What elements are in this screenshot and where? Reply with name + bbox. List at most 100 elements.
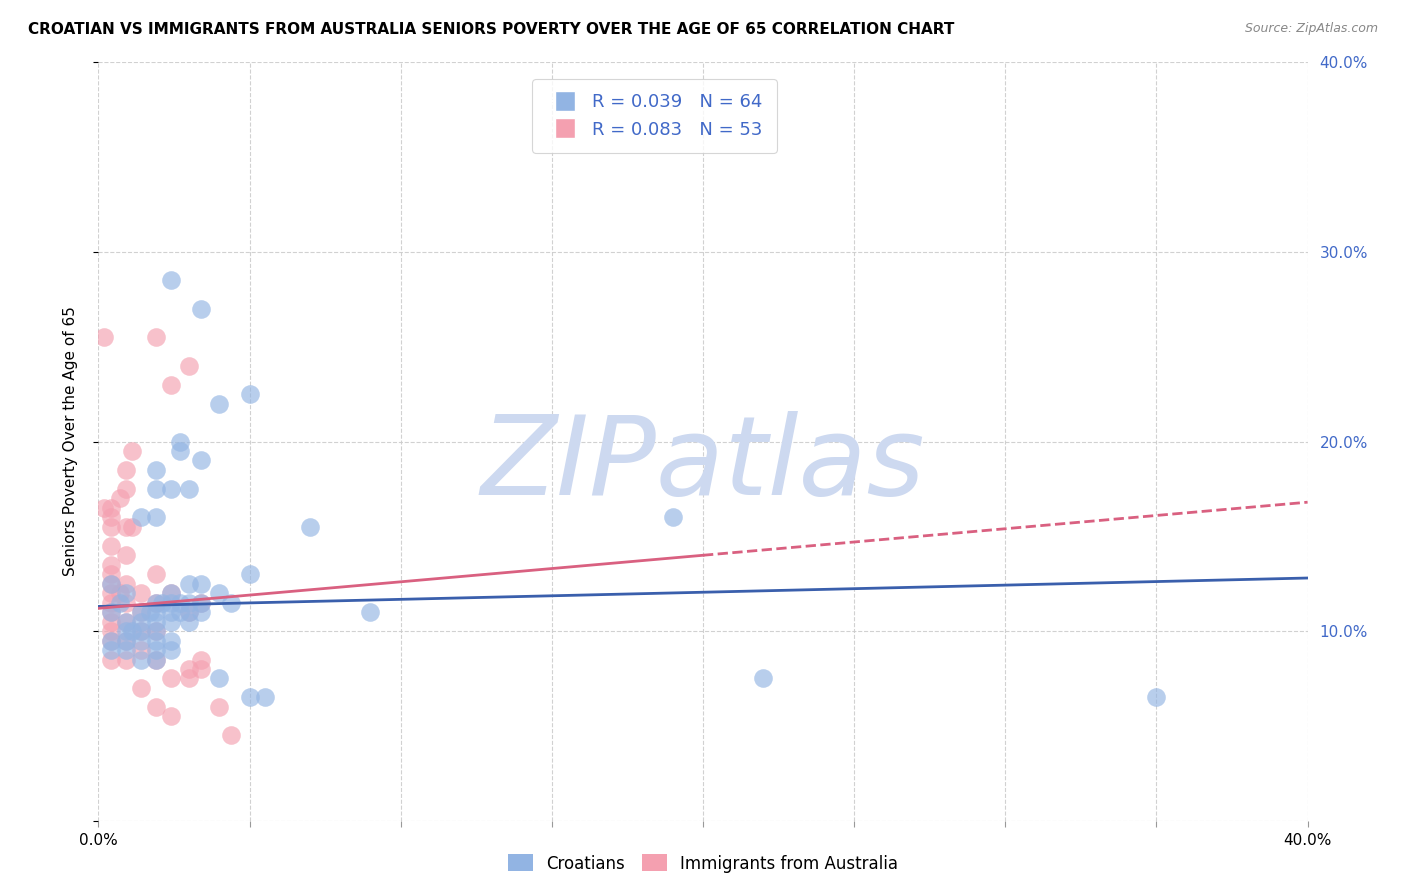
- Point: [160, 633, 183, 648]
- Point: [145, 605, 167, 619]
- Legend: Croatians, Immigrants from Australia: Croatians, Immigrants from Australia: [502, 847, 904, 880]
- Point: [145, 624, 167, 639]
- Point: [1144, 690, 1167, 705]
- Point: [150, 596, 173, 610]
- Point: [145, 463, 167, 477]
- Point: [100, 576, 122, 591]
- Point: [179, 576, 201, 591]
- Point: [100, 567, 122, 582]
- Point: [299, 520, 322, 534]
- Point: [100, 576, 122, 591]
- Point: [139, 605, 162, 619]
- Point: [239, 387, 262, 401]
- Point: [145, 652, 167, 666]
- Point: [114, 576, 136, 591]
- Point: [179, 605, 201, 619]
- Point: [190, 453, 212, 467]
- Point: [160, 273, 183, 287]
- Point: [93, 500, 115, 515]
- Point: [221, 728, 243, 742]
- Point: [145, 652, 167, 666]
- Point: [221, 596, 243, 610]
- Point: [100, 633, 122, 648]
- Point: [114, 624, 136, 639]
- Point: [108, 586, 131, 600]
- Point: [100, 643, 122, 657]
- Point: [160, 672, 183, 686]
- Point: [145, 482, 167, 496]
- Point: [160, 643, 183, 657]
- Point: [169, 605, 191, 619]
- Point: [239, 567, 262, 582]
- Y-axis label: Seniors Poverty Over the Age of 65: Seniors Poverty Over the Age of 65: [63, 307, 77, 576]
- Point: [179, 596, 201, 610]
- Point: [114, 482, 136, 496]
- Point: [129, 652, 152, 666]
- Point: [129, 605, 152, 619]
- Point: [114, 548, 136, 563]
- Point: [100, 624, 122, 639]
- Point: [160, 586, 183, 600]
- Point: [129, 643, 152, 657]
- Point: [129, 681, 152, 695]
- Point: [145, 624, 167, 639]
- Point: [121, 444, 143, 458]
- Point: [208, 586, 231, 600]
- Point: [93, 330, 115, 344]
- Point: [360, 605, 382, 619]
- Point: [169, 434, 191, 449]
- Point: [239, 690, 262, 705]
- Point: [752, 672, 775, 686]
- Point: [100, 500, 122, 515]
- Point: [114, 643, 136, 657]
- Point: [100, 605, 122, 619]
- Point: [145, 633, 167, 648]
- Point: [160, 377, 183, 392]
- Point: [145, 615, 167, 629]
- Point: [114, 633, 136, 648]
- Point: [145, 699, 167, 714]
- Point: [179, 605, 201, 619]
- Point: [160, 586, 183, 600]
- Point: [100, 596, 122, 610]
- Point: [190, 652, 212, 666]
- Point: [121, 520, 143, 534]
- Point: [100, 586, 122, 600]
- Point: [100, 605, 122, 619]
- Point: [129, 615, 152, 629]
- Point: [100, 652, 122, 666]
- Point: [129, 624, 152, 639]
- Point: [114, 586, 136, 600]
- Point: [160, 596, 183, 610]
- Point: [179, 359, 201, 373]
- Point: [179, 482, 201, 496]
- Point: [179, 615, 201, 629]
- Point: [145, 643, 167, 657]
- Point: [108, 596, 131, 610]
- Point: [208, 699, 231, 714]
- Point: [100, 539, 122, 553]
- Point: [208, 396, 231, 410]
- Point: [169, 444, 191, 458]
- Point: [190, 596, 212, 610]
- Point: [100, 633, 122, 648]
- Legend: R = 0.039   N = 64, R = 0.083   N = 53: R = 0.039 N = 64, R = 0.083 N = 53: [533, 79, 778, 153]
- Point: [100, 520, 122, 534]
- Point: [114, 633, 136, 648]
- Point: [145, 510, 167, 524]
- Text: CROATIAN VS IMMIGRANTS FROM AUSTRALIA SENIORS POVERTY OVER THE AGE OF 65 CORRELA: CROATIAN VS IMMIGRANTS FROM AUSTRALIA SE…: [28, 22, 955, 37]
- Point: [114, 463, 136, 477]
- Point: [190, 596, 212, 610]
- Point: [169, 596, 191, 610]
- Point: [114, 615, 136, 629]
- Point: [190, 301, 212, 316]
- Point: [145, 596, 167, 610]
- Point: [114, 615, 136, 629]
- Point: [145, 330, 167, 344]
- Point: [100, 510, 122, 524]
- Point: [160, 615, 183, 629]
- Point: [208, 672, 231, 686]
- Point: [129, 624, 152, 639]
- Point: [145, 567, 167, 582]
- Point: [190, 576, 212, 591]
